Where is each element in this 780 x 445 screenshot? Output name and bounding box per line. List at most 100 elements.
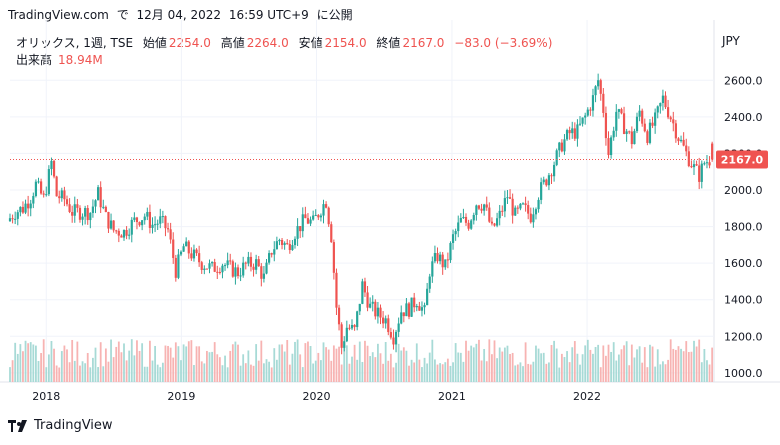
candle-body (607, 138, 610, 156)
candle-body (490, 221, 494, 224)
symbol-label[interactable]: オリックス, 1週, TSE (16, 36, 134, 50)
volume-bar (638, 346, 641, 382)
candle-body (514, 207, 517, 216)
volume-bar (708, 364, 711, 382)
low-value: 2154.0 (324, 36, 367, 50)
volume-bar (294, 341, 296, 382)
candle-body (99, 187, 102, 208)
footer-brand: TradingView (8, 418, 113, 433)
candle-body (226, 260, 229, 266)
price-tick-label: 1400.0 (724, 294, 763, 307)
candle-body (353, 324, 356, 328)
candle-body (304, 214, 307, 219)
volume-bar (14, 342, 17, 382)
candle-body (172, 239, 175, 258)
candle-body (687, 151, 690, 167)
volume-bar (154, 345, 156, 382)
volume-bar (377, 343, 379, 382)
volume-bar (24, 340, 27, 382)
volume-bar (690, 351, 693, 382)
volume-bar (522, 366, 524, 382)
candle-body (73, 204, 76, 216)
volume-bar (436, 364, 439, 382)
volume-bar (693, 340, 695, 382)
candle-body (203, 268, 206, 270)
publish-suffix: に公開 (316, 8, 353, 22)
candle-body (413, 297, 416, 308)
volume-bar (234, 341, 237, 382)
volume-bar (143, 366, 146, 382)
candle-body (604, 112, 608, 139)
candle-body (648, 122, 652, 143)
volume-bar (314, 360, 317, 382)
volume-bar (659, 364, 662, 382)
candle-body (45, 194, 48, 196)
volume-bar (221, 365, 224, 382)
volume-bar (128, 350, 131, 382)
volume-bar (237, 344, 239, 382)
volume-bar (428, 352, 431, 382)
volume-bar (247, 350, 250, 382)
candle-body (94, 200, 97, 207)
candle-body (24, 203, 27, 213)
candle-body (674, 123, 677, 139)
volume-bar (379, 353, 382, 382)
volume-bar (63, 345, 66, 382)
volume-bar (242, 354, 245, 382)
volume-bar (700, 362, 703, 382)
volume-bar (102, 366, 105, 382)
candle-body (255, 259, 258, 270)
candle-body (459, 218, 462, 223)
volume-bar (617, 354, 620, 382)
candle-body (488, 207, 491, 222)
volume-bar (553, 340, 556, 382)
volume-bar (649, 344, 651, 382)
candle-body (705, 162, 709, 164)
candle-body (698, 165, 701, 182)
candle-body (39, 181, 43, 194)
time-axis: 2018 2019 2020 2021 2022 (32, 390, 601, 403)
time-tick-label: 2020 (302, 390, 330, 403)
volume-bar (11, 360, 14, 382)
candle-body (205, 268, 209, 270)
volume-bar (646, 367, 649, 382)
candle-body (306, 218, 310, 224)
volume-bar (623, 345, 625, 382)
candle-body (387, 318, 390, 333)
candle-body (198, 253, 201, 263)
volume-bar (343, 345, 346, 382)
candle-body (620, 109, 623, 114)
volume-bar (452, 362, 454, 382)
volume-bar (586, 339, 589, 382)
candle-body (622, 113, 626, 134)
volume-bar (348, 363, 351, 382)
volume-bar (76, 341, 79, 382)
candle-body (91, 206, 95, 213)
candle-body (133, 217, 136, 220)
candle-body (366, 292, 369, 308)
volume-bar (117, 341, 120, 382)
volume-bar (703, 349, 706, 382)
candle-body (146, 211, 149, 217)
candle-body (405, 303, 408, 317)
candle-body (128, 234, 131, 236)
volume-bar (53, 348, 55, 382)
candle-body (635, 116, 639, 132)
volume-bar (537, 348, 540, 382)
candle-body (602, 93, 605, 113)
volume-bars (9, 339, 714, 382)
volume-bar (695, 346, 698, 382)
volume-bar (180, 360, 182, 382)
candle-body (690, 166, 693, 168)
candle-body (130, 219, 133, 235)
volume-bar (529, 364, 532, 382)
volume-bar (465, 340, 467, 382)
candle-body (547, 175, 551, 186)
candle-body (506, 197, 509, 199)
volume-bar (421, 367, 423, 382)
candle-body (550, 175, 553, 177)
candle-body (376, 307, 380, 317)
volume-bar (395, 362, 397, 382)
volume-bar (615, 360, 618, 382)
